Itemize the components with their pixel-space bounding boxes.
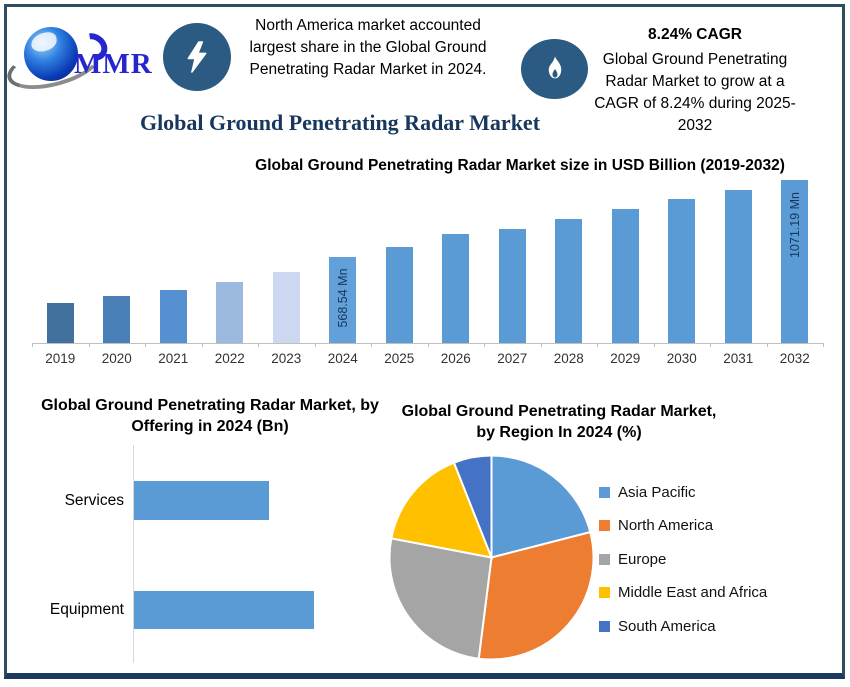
flame-badge [521, 39, 588, 99]
x-axis-tick [88, 343, 90, 347]
x-axis-tick [484, 343, 485, 347]
legend-marker-icon [599, 486, 610, 498]
x-axis-tick [597, 343, 598, 347]
x-tick-label-2029: 2029 [610, 351, 641, 366]
legend-label: Middle East and Africa [618, 584, 768, 601]
size-bar-2024 [329, 256, 357, 343]
legend-label: Europe [618, 550, 667, 568]
legend-marker-icon [599, 520, 610, 531]
cagr-title: 8.24% CAGR [648, 26, 742, 43]
size-bar-2026 [442, 234, 470, 343]
market-size-chart-title: Global Ground Penetrating Radar Market s… [255, 157, 785, 174]
size-bar-2029 [611, 208, 639, 343]
legend-marker-icon [599, 620, 610, 632]
legend-label: South America [618, 617, 716, 635]
offering-axis-line [133, 445, 134, 663]
size-bar-2021 [159, 289, 187, 343]
lightning-badge [163, 23, 231, 91]
x-tick-label-2031: 2031 [723, 351, 754, 366]
x-axis-tick [540, 343, 542, 347]
logo-text: MMR [74, 48, 153, 80]
legend-item-asia-pacific: Asia Pacific [599, 482, 696, 502]
x-tick-label-2024: 2024 [327, 351, 358, 366]
size-bar-2028 [555, 218, 583, 343]
legend-label: North America [618, 517, 714, 534]
region-pie [388, 454, 595, 661]
x-axis-tick [710, 343, 711, 347]
legend-marker-icon [599, 587, 610, 598]
x-axis-tick [258, 343, 259, 347]
bar-value-label-2024: 568.54 Mn [335, 268, 350, 328]
region-chart-title: Global Ground Penetrating Radar Market, … [401, 403, 717, 441]
cagr-block: 8.24% CAGR Global Ground Penetrating Rad… [588, 26, 802, 137]
offering-bar-services [134, 481, 269, 520]
x-axis-tick [427, 343, 429, 347]
size-bar-2023 [272, 271, 300, 343]
legend-label: Asia Pacific [618, 483, 696, 501]
x-tick-label-2019: 2019 [45, 351, 76, 366]
x-axis-tick [823, 343, 824, 347]
mmr-logo: MMR [0, 0, 165, 105]
x-tick-label-2027: 2027 [497, 351, 528, 366]
lightning-icon [187, 41, 207, 73]
x-axis-tick [653, 343, 655, 347]
x-tick-label-2020: 2020 [101, 351, 132, 366]
cagr-text: Global Ground Penetrating Radar Market t… [594, 51, 796, 134]
size-bar-2030 [668, 198, 696, 343]
x-axis-tick [145, 343, 146, 347]
offering-label-services: Services [64, 491, 124, 509]
size-bar-2032 [781, 180, 809, 343]
offering-label-equipment: Equipment [49, 601, 124, 618]
x-tick-label-2023: 2023 [271, 351, 302, 366]
pie-slice-asia-pacific [490, 454, 592, 559]
legend-marker-icon [599, 553, 610, 565]
x-axis-tick [766, 343, 768, 347]
x-axis-tick [371, 343, 372, 347]
x-axis-tick [32, 343, 33, 347]
x-tick-label-2032: 2032 [779, 351, 810, 366]
x-tick-label-2030: 2030 [666, 351, 697, 366]
size-bar-2031 [724, 189, 752, 343]
legend-item-middle-east-and-africa: Middle East and Africa [599, 583, 767, 603]
legend-item-south-america: South America [599, 616, 716, 636]
x-tick-label-2025: 2025 [384, 351, 415, 366]
size-bar-2025 [385, 247, 413, 343]
size-bar-2019 [46, 303, 74, 343]
legend-item-europe: Europe [599, 549, 666, 569]
x-tick-label-2026: 2026 [440, 351, 471, 366]
offering-chart-title: Global Ground Penetrating Radar Market, … [41, 397, 379, 435]
pie-slice-north-america [477, 530, 595, 661]
x-tick-label-2022: 2022 [214, 351, 245, 366]
x-axis-tick [201, 343, 203, 347]
pie-slice-south-america [452, 454, 493, 558]
pie-slice-europe [388, 537, 493, 660]
legend-item-north-america: North America [599, 516, 713, 536]
flame-icon [548, 56, 561, 79]
x-axis-tick [314, 343, 316, 347]
x-tick-label-2028: 2028 [553, 351, 584, 366]
main-title: Global Ground Penetrating Radar Market [139, 110, 541, 135]
headline-text: North America market accounted largest s… [249, 17, 487, 78]
x-tick-label-2021: 2021 [158, 351, 189, 366]
offering-bar-equipment [134, 591, 314, 629]
pie-slice-middle-east-and-africa [390, 461, 494, 559]
globe-icon [24, 27, 78, 81]
size-bar-2020 [103, 296, 131, 343]
size-bar-2022 [216, 282, 244, 343]
bar-value-label-2032: 1071.19 Mn [787, 191, 802, 259]
size-bar-2027 [498, 228, 526, 343]
